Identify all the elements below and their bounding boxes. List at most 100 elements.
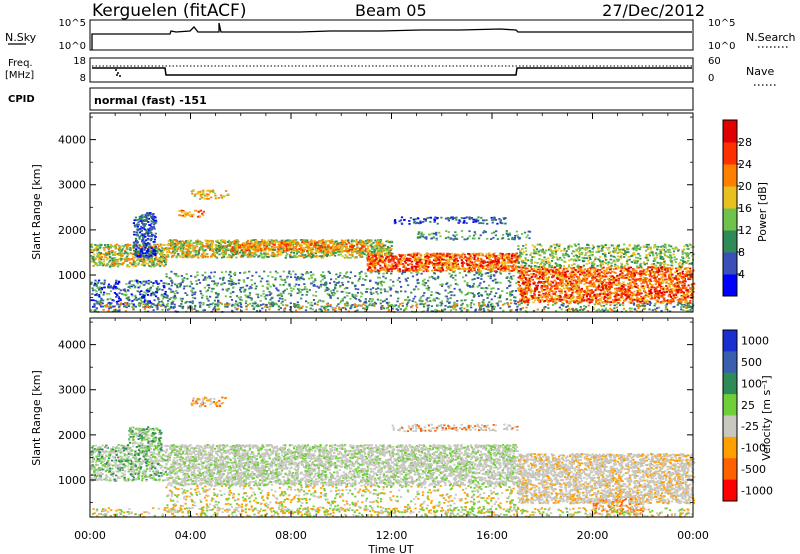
rti-cell [174,249,177,252]
rti-cell [96,294,99,297]
rti-cell [362,277,365,280]
rti-cell [199,304,202,307]
rti-cell [380,282,383,285]
rti-cell [523,231,527,234]
rti-cell [318,299,321,302]
rti-cell [334,240,337,243]
rti-cell [505,232,508,235]
rti-cell [369,291,372,294]
rti-cell [96,244,99,247]
rti-cell [140,217,143,220]
rti-cell [108,250,111,253]
rti-cell [259,246,262,248]
rti-cell [143,249,146,251]
rti-cell [310,276,313,279]
rti-cell [404,278,407,281]
rti-cell [339,253,342,256]
rti-cell [99,289,102,292]
rti-cell [244,254,247,257]
rti-cell [488,284,491,287]
rti-cell [183,252,186,254]
rti-cell [354,275,357,277]
rti-cell [139,220,142,222]
rti-cell [157,248,160,250]
rti-cell [472,221,475,223]
rti-cell [460,256,463,259]
rti-cell [165,282,168,285]
rti-cell [390,245,393,247]
rti-cell [90,281,93,284]
rti-cell [355,243,359,246]
rti-cell [399,255,402,258]
rti-cell [428,261,431,263]
rti-cell [146,301,149,303]
rti-cell [118,304,121,307]
rti-cell [144,255,148,258]
rti-cell [189,250,192,253]
rti-cell [102,299,105,302]
rti-cell [140,250,144,253]
rti-cell [258,275,261,278]
rti-cell [396,263,399,266]
rti-cell [195,243,199,245]
rti-cell [472,266,475,269]
rti-cell [446,255,449,257]
rti-cell [263,270,266,273]
rti-cell [320,283,323,286]
rti-cell [134,237,138,240]
rti-cell [164,290,167,293]
rti-cell [142,262,145,265]
rti-cell [243,244,246,247]
rti-cell [107,285,110,288]
rti-cell [215,248,218,250]
rti-cell [478,237,481,240]
rti-cell [498,300,501,303]
rti-cell [351,295,354,298]
rti-cell [144,229,148,232]
rti-cell [116,263,119,266]
rti-cell [100,262,103,265]
rti-cell [392,255,395,258]
rti-cell [125,256,128,259]
rti-cell [374,263,377,266]
rti-cell [100,305,103,308]
rti-cell [463,238,466,241]
rti-cell [158,260,161,262]
nsky-panel: N.Sky 10^5 10^0 10^5 10^0 N.Search [5,18,796,52]
rti-cell [270,254,273,257]
nsky-tick-bottom: 10^0 [59,41,86,52]
rti-cell [149,289,152,291]
rti-cell [99,301,102,304]
rti-cell [149,244,152,247]
rti-cell [142,255,145,258]
rti-cell [117,282,120,285]
rti-cell [289,243,292,246]
rti-cell [422,294,425,297]
rti-cell [133,243,136,245]
rti-cell [473,231,476,233]
rti-cell [493,231,496,234]
rti-cell [328,272,331,274]
rti-cell [462,262,466,264]
rti-cell [183,285,186,288]
rti-cell [474,220,477,223]
rti-cell [385,240,388,243]
rti-cell [178,240,181,243]
rti-cell [213,255,216,257]
rti-cell [166,253,169,256]
rti-cell [218,253,221,256]
rti-cell [160,257,163,260]
rti-cell [249,302,252,305]
rti-cell [323,254,326,256]
rti-cell [212,189,215,192]
rti-cell [143,294,146,297]
rti-cell [280,239,283,242]
rti-cell [490,298,493,301]
rti-cell [501,222,504,225]
rti-cell [462,221,465,224]
rti-cell [235,256,238,259]
rti-cell [222,245,225,248]
rti-cell [184,248,187,250]
rti-cell [181,246,184,248]
rti-cell [231,246,234,248]
